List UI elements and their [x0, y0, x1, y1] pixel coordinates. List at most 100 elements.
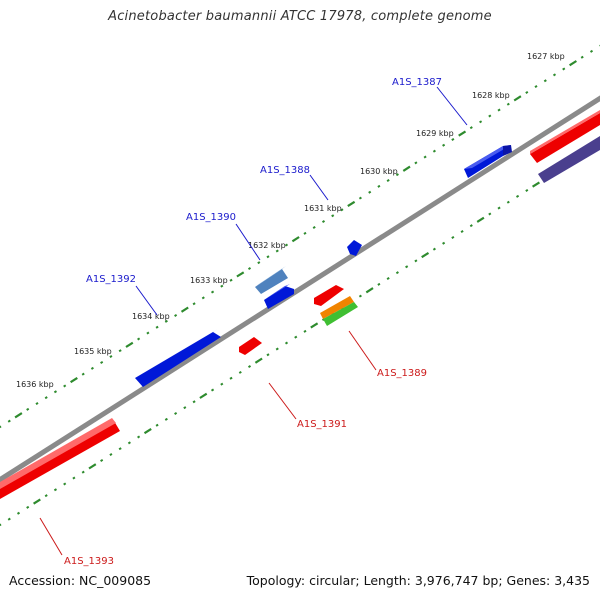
gene-a1s-1392-long[interactable] — [135, 329, 221, 387]
minor-tick — [479, 120, 483, 124]
gene-a1s-1390[interactable] — [255, 266, 288, 294]
minor-tick — [442, 143, 446, 147]
minor-tick — [220, 382, 224, 386]
genome-summary-text: Topology: circular; Length: 3,976,747 bp… — [246, 573, 590, 588]
minor-tick — [525, 188, 529, 192]
minor-tick — [155, 423, 159, 427]
minor-tick — [284, 341, 289, 345]
major-tick — [33, 498, 41, 505]
minor-tick — [53, 390, 58, 394]
map-title: Acinetobacter baumannii ATCC 17978, comp… — [108, 9, 492, 24]
kbp-label-1631: 1631 kbp — [304, 204, 342, 213]
major-tick — [143, 427, 152, 435]
leader-a1s-1391 — [268, 382, 297, 420]
minor-tick — [506, 102, 510, 106]
minor-tick — [386, 179, 390, 182]
minor-tick — [257, 261, 261, 265]
gene-label-a1s-1391[interactable]: A1S_1391 — [297, 419, 347, 430]
kbp-label-1634: 1634 kbp — [132, 312, 170, 321]
gene-a1s-1392[interactable] — [264, 284, 294, 309]
minor-tick — [63, 482, 67, 486]
major-tick — [125, 341, 134, 348]
kbp-label-1635: 1635 kbp — [74, 347, 112, 356]
minor-tick — [275, 347, 279, 351]
minor-tick — [506, 200, 510, 204]
leader-a1s-1387 — [436, 86, 468, 126]
gene-a1s-1391[interactable] — [239, 337, 262, 355]
minor-tick — [44, 396, 48, 400]
minor-tick — [275, 249, 279, 253]
major-tick — [421, 251, 430, 259]
gene-label-a1s-1388[interactable]: A1S_1388 — [260, 165, 310, 176]
minor-tick — [294, 335, 298, 339]
minor-tick — [100, 458, 104, 462]
minor-tick — [377, 184, 381, 188]
gene-a1s-1387[interactable] — [464, 145, 512, 178]
major-tick — [291, 236, 300, 243]
minor-tick — [118, 349, 122, 353]
minor-tick — [497, 206, 501, 210]
minor-tick — [312, 225, 316, 229]
major-tick — [569, 60, 577, 67]
major-tick — [310, 322, 319, 329]
kbp-label-1630: 1630 kbp — [360, 167, 398, 176]
minor-tick — [534, 85, 538, 89]
leader-a1s-1393 — [39, 517, 63, 556]
gene-a1s-1393[interactable] — [0, 418, 120, 499]
major-tick — [532, 181, 540, 188]
leader-a1s-1392 — [135, 285, 158, 316]
minor-tick — [155, 325, 159, 329]
minor-tick — [100, 360, 104, 364]
major-tick — [476, 216, 485, 223]
minor-tick — [460, 230, 464, 234]
minor-tick — [210, 388, 215, 392]
major-tick — [88, 463, 97, 470]
gene-label-a1s-1390[interactable]: A1S_1390 — [186, 212, 236, 223]
kbp-label-1629: 1629 kbp — [416, 129, 454, 138]
gene-label-a1s-1393[interactable]: A1S_1393 — [64, 556, 114, 567]
minor-tick — [174, 411, 178, 415]
accession-text: Accession: NC_009085 — [9, 573, 152, 588]
kbp-label-1632: 1632 kbp — [248, 241, 286, 250]
minor-tick — [109, 355, 113, 359]
minor-tick — [589, 49, 594, 53]
minor-tick — [543, 79, 547, 83]
gene-a1s-1388[interactable] — [347, 240, 362, 256]
minor-tick — [395, 271, 399, 275]
gene-a1s-1389[interactable] — [314, 285, 358, 326]
minor-tick — [497, 108, 501, 112]
minor-tick — [164, 319, 168, 323]
minor-tick — [81, 470, 85, 474]
minor-tick — [63, 384, 67, 388]
minor-tick — [266, 255, 270, 259]
minor-tick — [0, 523, 2, 527]
minor-tick — [0, 425, 2, 429]
minor-tick — [183, 406, 187, 410]
major-tick — [254, 357, 263, 364]
minor-tick — [109, 453, 113, 457]
gene-purple-top-right[interactable] — [538, 136, 600, 183]
minor-tick — [174, 313, 178, 317]
minor-tick — [229, 278, 233, 282]
minor-tick — [331, 214, 335, 218]
minor-tick — [451, 137, 455, 141]
inner-tick-track — [0, 142, 600, 527]
gene-label-a1s-1389[interactable]: A1S_1389 — [377, 368, 427, 379]
major-tick — [513, 95, 522, 102]
minor-tick — [386, 277, 390, 280]
genome-backbone — [0, 95, 600, 483]
minor-tick — [552, 73, 557, 77]
minor-tick — [515, 194, 520, 198]
gene-label-a1s-1392[interactable]: A1S_1392 — [86, 274, 136, 285]
outer-tick-track — [0, 44, 600, 429]
minor-tick — [72, 476, 76, 480]
minor-tick — [238, 370, 242, 374]
minor-tick — [368, 190, 372, 194]
gene-label-a1s-1387[interactable]: A1S_1387 — [392, 77, 442, 88]
gene-red-top-right[interactable] — [530, 110, 600, 163]
major-tick — [458, 130, 467, 137]
kbp-label-1633: 1633 kbp — [190, 276, 228, 285]
minor-tick — [451, 235, 455, 239]
minor-tick — [53, 488, 58, 492]
minor-tick — [26, 505, 30, 509]
